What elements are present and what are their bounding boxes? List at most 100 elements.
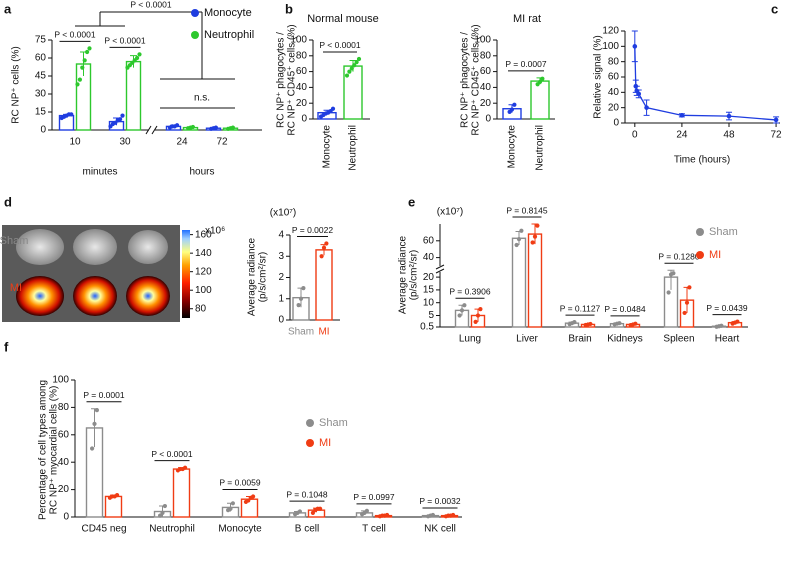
x-tick-label: Brain: [568, 334, 591, 345]
x-tick-label: 24: [176, 137, 188, 148]
x-axis-label: Time (hours): [674, 155, 730, 166]
axis-break: [151, 125, 158, 135]
p-value: P = 0.1280: [658, 251, 699, 261]
x-tick-label: 48: [723, 130, 735, 141]
legend-label: Neutrophil: [204, 29, 254, 41]
y-tick-label: 40: [480, 82, 492, 93]
axis-multiplier: (x10⁷): [437, 207, 463, 218]
panel-letter: e: [408, 194, 415, 209]
x-tick-label: 72: [771, 130, 783, 141]
y-tick-label: 60: [296, 66, 308, 77]
data-point: [633, 321, 638, 326]
data-point: [535, 223, 540, 228]
p-value: P = 0.0001: [83, 390, 124, 400]
data-point: [462, 303, 467, 308]
x-group-label: hours: [189, 167, 214, 178]
y-tick-label: 60: [58, 429, 70, 440]
data-point: [321, 245, 327, 250]
bar: [125, 60, 142, 131]
x-tick-label: MI: [318, 327, 329, 338]
point: [679, 113, 685, 118]
data-point: [457, 313, 462, 318]
x-tick-label: 30: [119, 137, 131, 148]
y-axis-label: RC NP⁺ myocardial cells (%): [49, 386, 60, 515]
x-tick-label: 72: [216, 137, 228, 148]
x-tick-label: Monocyte: [322, 125, 333, 169]
y-tick-label: 15: [423, 285, 435, 296]
y-tick-label: 0: [278, 315, 284, 326]
data-point: [183, 465, 188, 470]
y-tick-label: 5: [428, 310, 434, 321]
y-tick-label: 60: [35, 53, 47, 64]
axis-break: [435, 264, 445, 270]
y-tick-label: 100: [602, 41, 619, 52]
panel-letter: f: [4, 339, 9, 354]
data-point: [87, 46, 92, 51]
y-tick-label: 100: [52, 375, 69, 386]
data-point: [512, 102, 517, 107]
colorbar-tick-label: 120: [195, 266, 212, 277]
data-point: [92, 421, 97, 426]
y-tick-label: 40: [608, 87, 620, 98]
data-point: [356, 56, 362, 62]
y-tick-label: 80: [296, 50, 308, 61]
data-point: [509, 107, 515, 112]
p-value: P = 0.0007: [505, 59, 546, 69]
group-p-value: n.s.: [194, 93, 210, 104]
data-point: [572, 320, 577, 325]
data-point: [617, 321, 622, 326]
data-point: [519, 228, 524, 233]
x-tick-label: Monocyte: [507, 125, 518, 169]
x-tick-label: Monocyte: [218, 524, 262, 535]
y-tick-label: 40: [423, 252, 435, 263]
y-tick-label: 20: [296, 98, 308, 109]
data-point: [246, 498, 251, 503]
legend-marker: [191, 31, 199, 39]
x-tick-label: Kidneys: [607, 334, 643, 345]
data-point: [530, 240, 535, 245]
x-tick-label: T cell: [362, 524, 386, 535]
y-tick-label: 0: [613, 118, 619, 129]
group-p-value: P < 0.0001: [130, 0, 171, 9]
point: [632, 44, 638, 49]
data-point: [82, 58, 87, 63]
x-tick-label: Lung: [459, 334, 481, 345]
bar: [104, 495, 123, 518]
data-point: [297, 509, 302, 514]
colorbar-tick-label: 100: [195, 285, 212, 296]
data-point: [162, 503, 167, 509]
data-point: [735, 319, 740, 324]
y-tick-label: 1: [278, 293, 284, 304]
data-point: [344, 73, 350, 78]
data-point: [532, 234, 538, 239]
axis-break: [145, 125, 152, 135]
x-tick-label: CD45 neg: [81, 524, 126, 535]
data-point: [537, 79, 543, 84]
y-tick-label: 80: [480, 50, 492, 61]
y-tick-label: 4: [278, 230, 284, 241]
point: [636, 91, 642, 97]
y-tick-label: 0: [301, 114, 307, 125]
y-tick-label: 120: [602, 26, 619, 37]
p-value: P = 0.1048: [286, 489, 327, 499]
data-point: [115, 492, 120, 498]
legend-marker: [696, 251, 704, 259]
legend-marker: [191, 9, 199, 17]
data-point: [77, 77, 82, 82]
data-point: [459, 308, 465, 313]
y-tick-label: 20: [58, 484, 70, 495]
data-point: [75, 82, 80, 87]
data-point: [94, 408, 99, 413]
axis-multiplier: (x10⁷): [270, 208, 296, 219]
data-point: [135, 55, 140, 61]
bar: [172, 468, 191, 518]
data-point: [296, 303, 301, 308]
y-tick-label: 0.5: [420, 322, 434, 333]
y-axis-label: Percentage of cell types among: [38, 380, 49, 520]
p-value: P = 0.8145: [506, 205, 547, 215]
data-point: [213, 125, 218, 130]
data-point: [473, 319, 478, 324]
data-point: [158, 513, 163, 518]
data-point: [682, 310, 687, 316]
panel-letter: a: [4, 1, 12, 16]
